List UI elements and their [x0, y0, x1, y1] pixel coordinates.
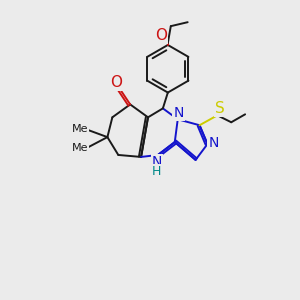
Text: N: N — [152, 155, 162, 169]
Text: H: H — [152, 165, 162, 178]
Text: Me: Me — [71, 124, 88, 134]
Text: O: O — [155, 28, 167, 43]
Text: O: O — [110, 75, 122, 90]
Text: N: N — [173, 106, 184, 120]
Text: N: N — [208, 136, 219, 150]
Text: S: S — [215, 101, 225, 116]
Text: Me: Me — [71, 143, 88, 153]
